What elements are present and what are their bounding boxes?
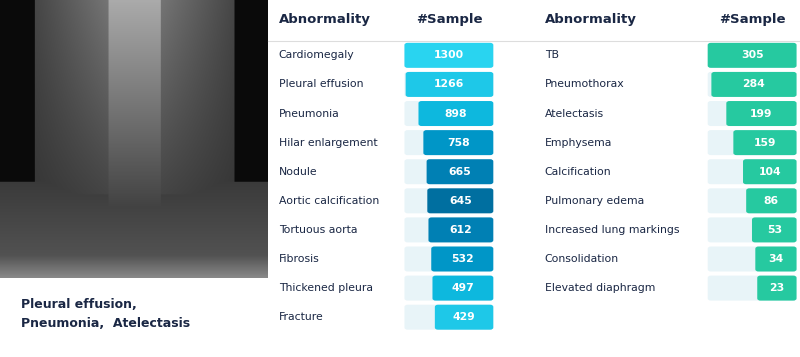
- FancyBboxPatch shape: [405, 159, 494, 184]
- Text: 305: 305: [741, 50, 763, 60]
- Text: 665: 665: [449, 167, 471, 177]
- FancyBboxPatch shape: [708, 43, 797, 68]
- Text: #Sample: #Sample: [719, 13, 786, 26]
- Text: Cardiomegaly: Cardiomegaly: [278, 50, 354, 60]
- Text: 199: 199: [750, 109, 773, 119]
- Text: 23: 23: [770, 283, 785, 293]
- FancyBboxPatch shape: [726, 101, 797, 126]
- Text: 159: 159: [754, 137, 776, 148]
- FancyBboxPatch shape: [426, 159, 494, 184]
- Text: 53: 53: [766, 225, 782, 235]
- Text: Pneumothorax: Pneumothorax: [545, 79, 624, 90]
- FancyBboxPatch shape: [708, 188, 797, 213]
- Text: #Sample: #Sample: [416, 13, 482, 26]
- Text: 645: 645: [449, 196, 472, 206]
- Text: 284: 284: [742, 79, 766, 90]
- FancyBboxPatch shape: [431, 246, 494, 271]
- FancyBboxPatch shape: [418, 101, 494, 126]
- FancyBboxPatch shape: [711, 72, 797, 97]
- Text: Hilar enlargement: Hilar enlargement: [278, 137, 378, 148]
- Text: 104: 104: [758, 167, 781, 177]
- Text: Pneumonia: Pneumonia: [278, 109, 339, 119]
- Text: Thickened pleura: Thickened pleura: [278, 283, 373, 293]
- FancyBboxPatch shape: [405, 72, 494, 97]
- FancyBboxPatch shape: [752, 217, 797, 242]
- Text: 1300: 1300: [434, 50, 464, 60]
- Text: Calcification: Calcification: [545, 167, 611, 177]
- Text: Fracture: Fracture: [278, 312, 323, 322]
- Text: 34: 34: [768, 254, 783, 264]
- Text: 429: 429: [453, 312, 475, 322]
- Text: 612: 612: [450, 225, 472, 235]
- Text: Elevated diaphragm: Elevated diaphragm: [545, 283, 655, 293]
- FancyBboxPatch shape: [708, 276, 797, 301]
- FancyBboxPatch shape: [405, 43, 494, 68]
- Text: Pleural effusion: Pleural effusion: [278, 79, 363, 90]
- FancyBboxPatch shape: [405, 188, 494, 213]
- FancyBboxPatch shape: [405, 130, 494, 155]
- Text: Fibrosis: Fibrosis: [278, 254, 319, 264]
- FancyBboxPatch shape: [708, 101, 797, 126]
- FancyBboxPatch shape: [405, 246, 494, 271]
- Text: 86: 86: [764, 196, 779, 206]
- FancyBboxPatch shape: [433, 276, 494, 301]
- FancyBboxPatch shape: [708, 72, 797, 97]
- FancyBboxPatch shape: [435, 305, 494, 330]
- FancyBboxPatch shape: [405, 101, 494, 126]
- FancyBboxPatch shape: [405, 305, 494, 330]
- Text: Pulmonary edema: Pulmonary edema: [545, 196, 644, 206]
- Text: Consolidation: Consolidation: [545, 254, 618, 264]
- Text: Abnormality: Abnormality: [278, 13, 370, 26]
- FancyBboxPatch shape: [429, 217, 494, 242]
- FancyBboxPatch shape: [743, 159, 797, 184]
- Text: Aortic calcification: Aortic calcification: [278, 196, 379, 206]
- Text: 532: 532: [451, 254, 474, 264]
- FancyBboxPatch shape: [405, 217, 494, 242]
- FancyBboxPatch shape: [746, 188, 797, 213]
- FancyBboxPatch shape: [758, 276, 797, 301]
- Text: Nodule: Nodule: [278, 167, 318, 177]
- FancyBboxPatch shape: [427, 188, 494, 213]
- Text: TB: TB: [545, 50, 558, 60]
- Text: Tortuous aorta: Tortuous aorta: [278, 225, 357, 235]
- FancyBboxPatch shape: [708, 217, 797, 242]
- FancyBboxPatch shape: [755, 246, 797, 271]
- Text: 898: 898: [445, 109, 467, 119]
- FancyBboxPatch shape: [708, 130, 797, 155]
- FancyBboxPatch shape: [405, 43, 494, 68]
- FancyBboxPatch shape: [708, 159, 797, 184]
- Text: Atelectasis: Atelectasis: [545, 109, 604, 119]
- Text: 497: 497: [451, 283, 474, 293]
- FancyBboxPatch shape: [708, 246, 797, 271]
- FancyBboxPatch shape: [423, 130, 494, 155]
- Text: Pleural effusion,
Pneumonia,  Atelectasis: Pleural effusion, Pneumonia, Atelectasis: [22, 298, 190, 330]
- Text: 1266: 1266: [434, 79, 465, 90]
- Text: Emphysema: Emphysema: [545, 137, 612, 148]
- Text: Abnormality: Abnormality: [545, 13, 637, 26]
- Text: Increased lung markings: Increased lung markings: [545, 225, 679, 235]
- FancyBboxPatch shape: [708, 43, 797, 68]
- FancyBboxPatch shape: [406, 72, 494, 97]
- Text: 758: 758: [447, 137, 470, 148]
- FancyBboxPatch shape: [405, 276, 494, 301]
- FancyBboxPatch shape: [734, 130, 797, 155]
